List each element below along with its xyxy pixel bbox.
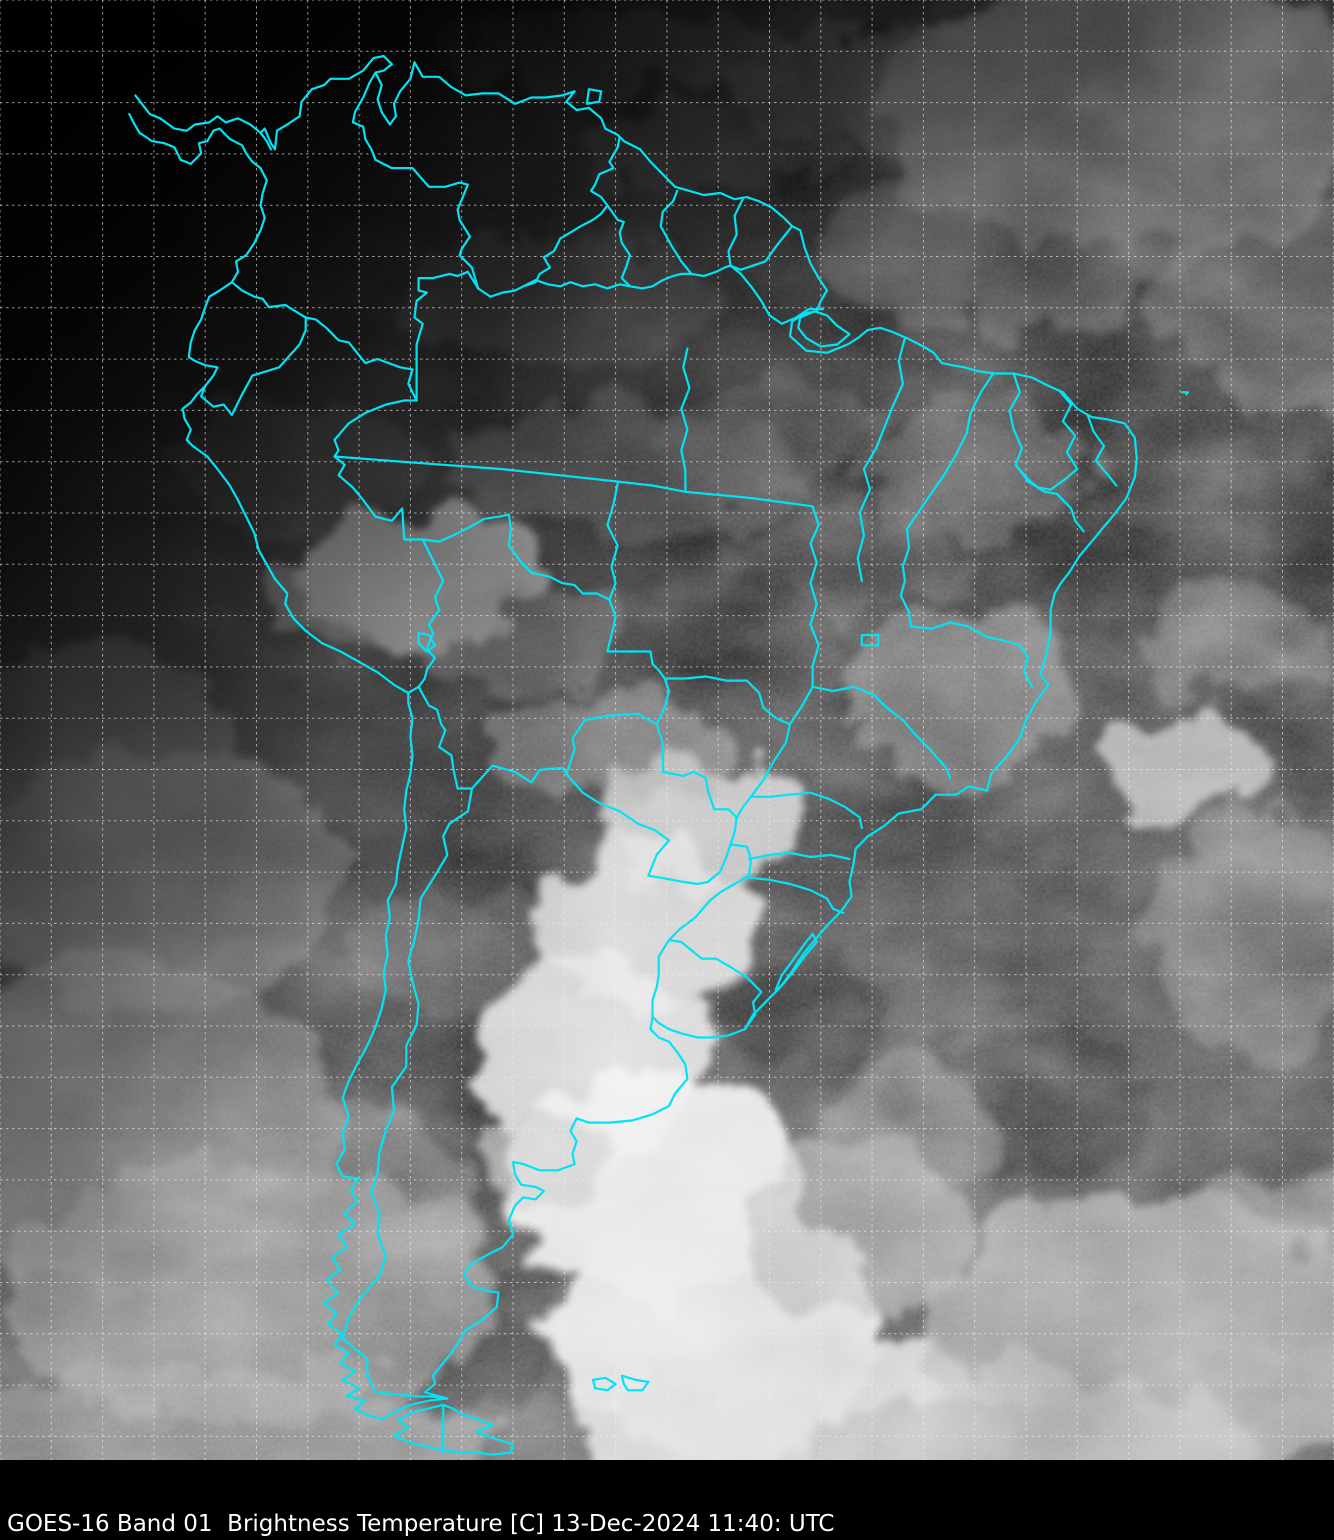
border-colombia-brazil xyxy=(413,270,480,402)
island-falkland-east xyxy=(620,1374,650,1392)
border-colombia-venezuela xyxy=(351,71,480,290)
lake-titicaca xyxy=(417,631,437,653)
state-goias-minas-sp xyxy=(811,685,952,780)
border-colombia-ecuador xyxy=(230,281,307,319)
border-guyana-brazil xyxy=(606,204,693,290)
border-suriname-french-guiana xyxy=(727,198,744,267)
island-trinidad xyxy=(585,88,603,105)
border-peru-chile xyxy=(407,685,420,695)
state-araguaia-parana-river xyxy=(735,505,820,819)
border-french-guiana-brazil xyxy=(729,225,794,271)
coastline-south-america xyxy=(128,54,1138,1421)
state-pernambuco-bahia xyxy=(1014,463,1085,533)
map-borders xyxy=(128,54,1190,1456)
state-matogrosso-ms xyxy=(663,675,792,726)
latlon-grid xyxy=(0,0,1334,1460)
island-marajo xyxy=(797,310,851,348)
border-colombia-peru xyxy=(304,316,418,402)
state-maranhao-piaui xyxy=(901,372,995,583)
border-bolivia-argentina xyxy=(470,764,568,790)
border-peru-bolivia xyxy=(417,538,445,688)
state-piaui-ceara xyxy=(1008,372,1024,466)
border-argentina-uruguay xyxy=(651,938,671,1018)
state-bahia-minas xyxy=(909,621,1034,688)
island-fernando-noronha xyxy=(1180,391,1190,396)
border-chile-argentina xyxy=(341,787,474,1400)
state-amazonas-para xyxy=(680,347,691,493)
state-distrito-federal xyxy=(860,633,880,647)
border-peru-brazil xyxy=(333,399,424,541)
island-tierra-del-fuego xyxy=(392,1403,515,1456)
border-panama-colombia xyxy=(259,131,272,151)
border-guyana-suriname xyxy=(659,189,693,275)
border-bolivia-chile xyxy=(417,685,474,790)
border-suriname-brazil xyxy=(690,264,732,278)
state-rondonia-matogrosso xyxy=(606,482,619,601)
state-sp-parana xyxy=(749,791,863,830)
state-parana-sc xyxy=(747,851,851,861)
satellite-image xyxy=(0,0,1334,1460)
border-argentina-brazil xyxy=(667,843,753,942)
border-ecuador-peru xyxy=(200,316,307,417)
border-paraguay-argentina xyxy=(565,772,732,886)
state-amapa-para xyxy=(729,264,825,325)
state-tocantins-bahia xyxy=(899,579,913,628)
state-sc-rs xyxy=(747,876,845,915)
state-roraima-amazonas xyxy=(522,279,632,290)
border-bolivia-brazil xyxy=(421,513,671,726)
caption-bar: GOES-16 Band 01 Brightness Temperature [… xyxy=(0,1460,1334,1540)
island-falkland-west xyxy=(591,1376,617,1392)
border-brazil-uruguay xyxy=(667,938,763,1031)
lagoon-dos-patos xyxy=(774,932,818,991)
state-amazonas-south xyxy=(333,455,814,508)
state-para-maranhao-tocantins xyxy=(856,337,907,583)
state-ne-interior-2 xyxy=(1086,413,1118,487)
border-venezuela-brazil xyxy=(477,204,609,298)
border-venezuela-guyana xyxy=(589,135,621,207)
top-darkening xyxy=(0,0,1334,1460)
border-bolivia-paraguay xyxy=(565,712,658,776)
caption-text: GOES-16 Band 01 Brightness Temperature [… xyxy=(7,1511,835,1537)
